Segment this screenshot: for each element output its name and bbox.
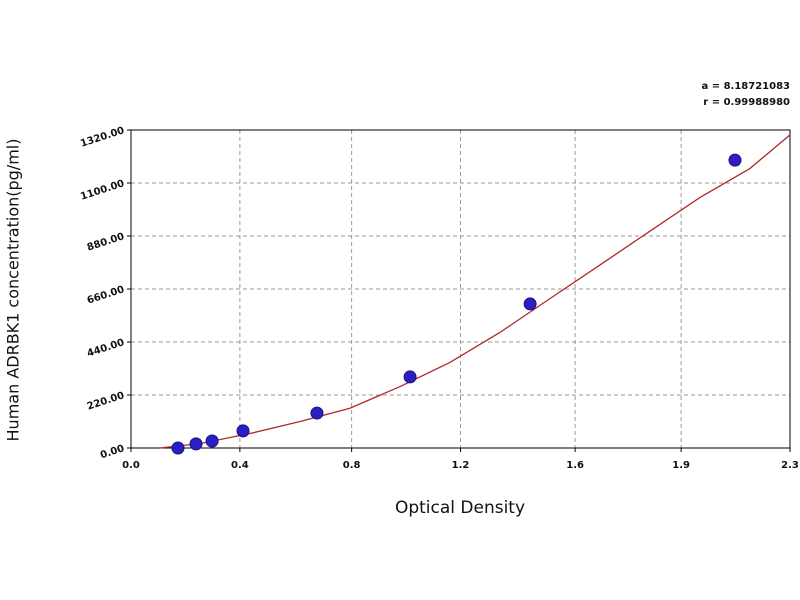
data-point [171,441,185,455]
data-point [236,424,250,438]
annotation: r = 0.99988980 [703,97,790,108]
x-axis-label: Optical Density [395,498,525,518]
x-tick-label: 1.6 [566,460,584,471]
data-point [205,434,219,448]
data-point [523,297,537,311]
data-point [403,370,417,384]
data-point [310,406,324,420]
x-tick-label: 0.8 [343,460,361,471]
x-tick-label: 2.3 [781,460,799,471]
plot-frame [130,129,791,449]
x-tick-label: 0.0 [122,460,140,471]
x-tick-label: 1.9 [672,460,690,471]
x-tick-label: 0.4 [231,460,249,471]
fit-curve [159,134,791,449]
x-tick-label: 1.2 [452,460,470,471]
data-point [189,437,203,451]
data-point [728,153,742,167]
y-axis-label: Human ADRBK1 concentration(pg/ml) [4,139,23,442]
annotation: a = 8.18721083 [701,81,790,92]
